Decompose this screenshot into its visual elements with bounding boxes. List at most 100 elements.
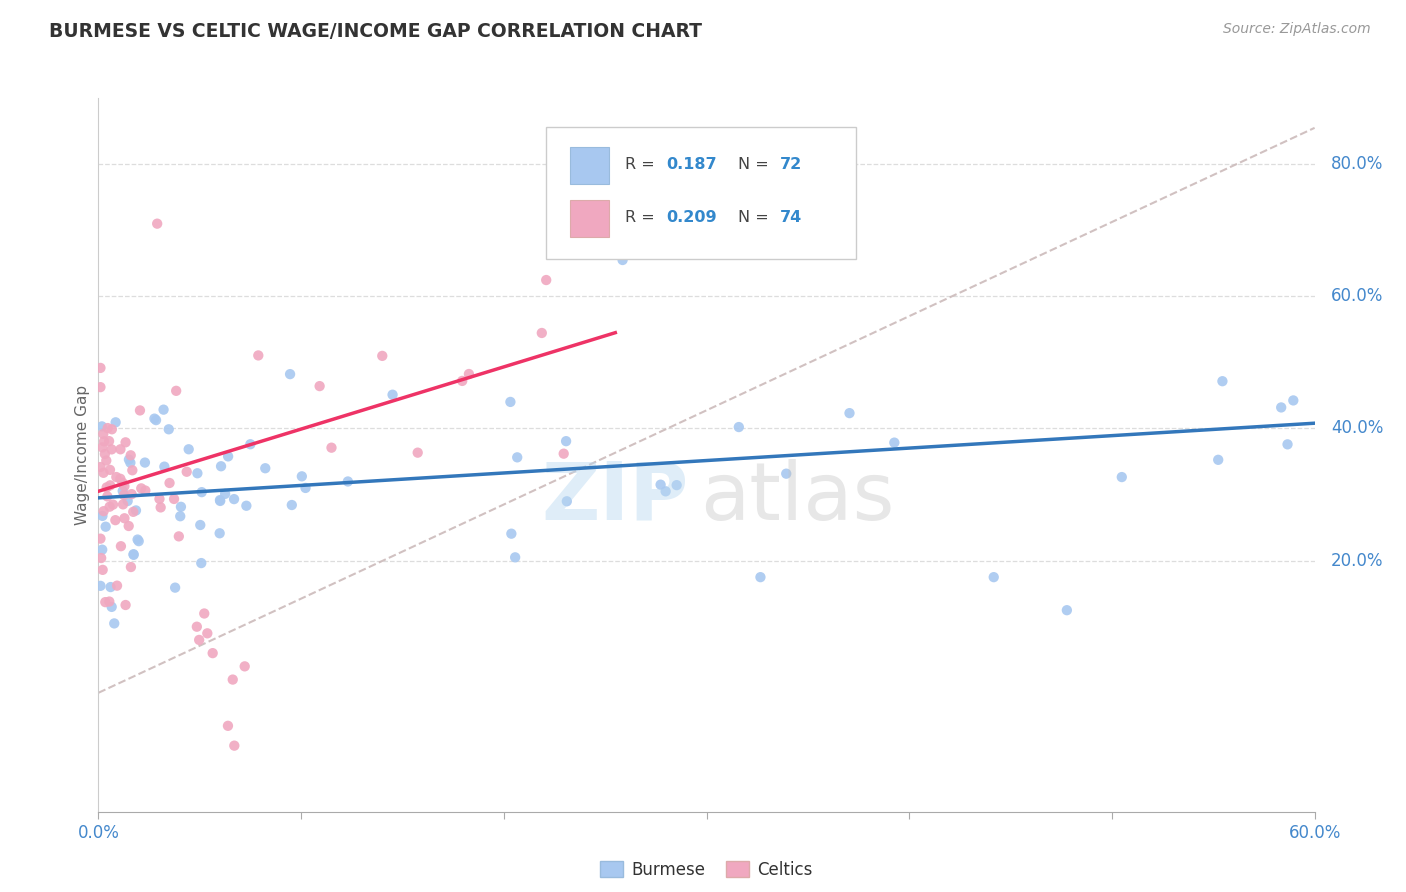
Point (555, 434, 578, 449)
Point (201, 646, 224, 660)
Point (114, 511, 136, 525)
Point (209, 459, 232, 474)
Point (134, 456, 156, 470)
Point (291, 469, 314, 483)
Point (208, 526, 231, 541)
Point (91, 441, 114, 455)
Text: N =: N = (738, 157, 775, 172)
Point (96, 490, 118, 504)
Point (148, 491, 170, 506)
Point (451, 374, 474, 388)
Point (91, 426, 114, 441)
Point (100, 599, 122, 614)
Point (93, 434, 115, 449)
Point (93, 504, 115, 518)
Point (146, 217, 169, 231)
Point (93, 466, 115, 480)
Point (104, 513, 127, 527)
Point (167, 529, 190, 543)
Point (458, 367, 481, 381)
Point (122, 505, 145, 519)
Text: 72: 72 (779, 157, 801, 172)
Point (105, 579, 128, 593)
Point (118, 519, 141, 533)
Point (1206, 452, 1229, 467)
Point (281, 498, 304, 512)
Point (278, 367, 301, 381)
Text: 40.0%: 40.0% (1331, 419, 1384, 437)
Point (94, 595, 117, 609)
FancyBboxPatch shape (546, 127, 856, 259)
Point (727, 420, 749, 434)
Point (190, 556, 212, 570)
Y-axis label: Wage/Income Gap: Wage/Income Gap (75, 384, 90, 525)
Point (101, 498, 124, 512)
Point (749, 570, 772, 584)
Point (186, 620, 208, 634)
Point (129, 482, 152, 496)
Point (222, 673, 245, 687)
Point (89, 460, 111, 475)
Point (217, 450, 239, 464)
Point (98, 463, 121, 477)
Point (120, 448, 142, 462)
Point (186, 467, 208, 481)
Point (209, 494, 232, 508)
Point (530, 326, 553, 340)
Point (983, 570, 1005, 584)
Point (111, 483, 134, 498)
Point (157, 422, 180, 436)
Point (294, 481, 316, 495)
Point (217, 719, 239, 733)
Point (1211, 374, 1233, 388)
Point (120, 560, 142, 574)
Point (1056, 603, 1078, 617)
Point (110, 472, 132, 486)
Point (208, 493, 231, 508)
Point (112, 479, 135, 493)
Point (112, 497, 135, 511)
Text: atlas: atlas (700, 458, 894, 537)
FancyBboxPatch shape (571, 147, 609, 185)
Point (100, 580, 122, 594)
Point (125, 503, 148, 517)
Point (110, 442, 132, 457)
Point (101, 422, 124, 436)
Point (121, 463, 143, 477)
Point (98, 478, 121, 492)
Point (165, 581, 187, 595)
Point (114, 435, 136, 450)
Point (190, 485, 212, 500)
Point (195, 626, 218, 640)
FancyBboxPatch shape (571, 200, 609, 237)
Point (321, 441, 343, 455)
Point (1277, 437, 1299, 451)
Point (94, 519, 117, 533)
Point (89, 360, 111, 375)
Point (104, 415, 127, 429)
Point (336, 475, 359, 489)
Point (553, 447, 575, 461)
Point (122, 548, 145, 562)
Point (96, 480, 118, 494)
Point (134, 483, 156, 498)
Point (105, 470, 128, 484)
Point (100, 442, 122, 457)
Point (222, 492, 245, 507)
Point (122, 547, 145, 561)
Point (145, 413, 167, 427)
Point (143, 411, 166, 425)
Point (371, 349, 394, 363)
Point (188, 518, 211, 533)
Point (247, 348, 270, 362)
Point (643, 240, 665, 254)
Point (233, 659, 256, 673)
Point (127, 533, 149, 547)
Text: Source: ZipAtlas.com: Source: ZipAtlas.com (1223, 22, 1371, 37)
Point (239, 437, 262, 451)
Point (506, 450, 529, 465)
Point (159, 475, 181, 490)
Point (129, 403, 152, 417)
Text: 20.0%: 20.0% (1331, 551, 1384, 570)
Text: 0.187: 0.187 (666, 157, 717, 172)
